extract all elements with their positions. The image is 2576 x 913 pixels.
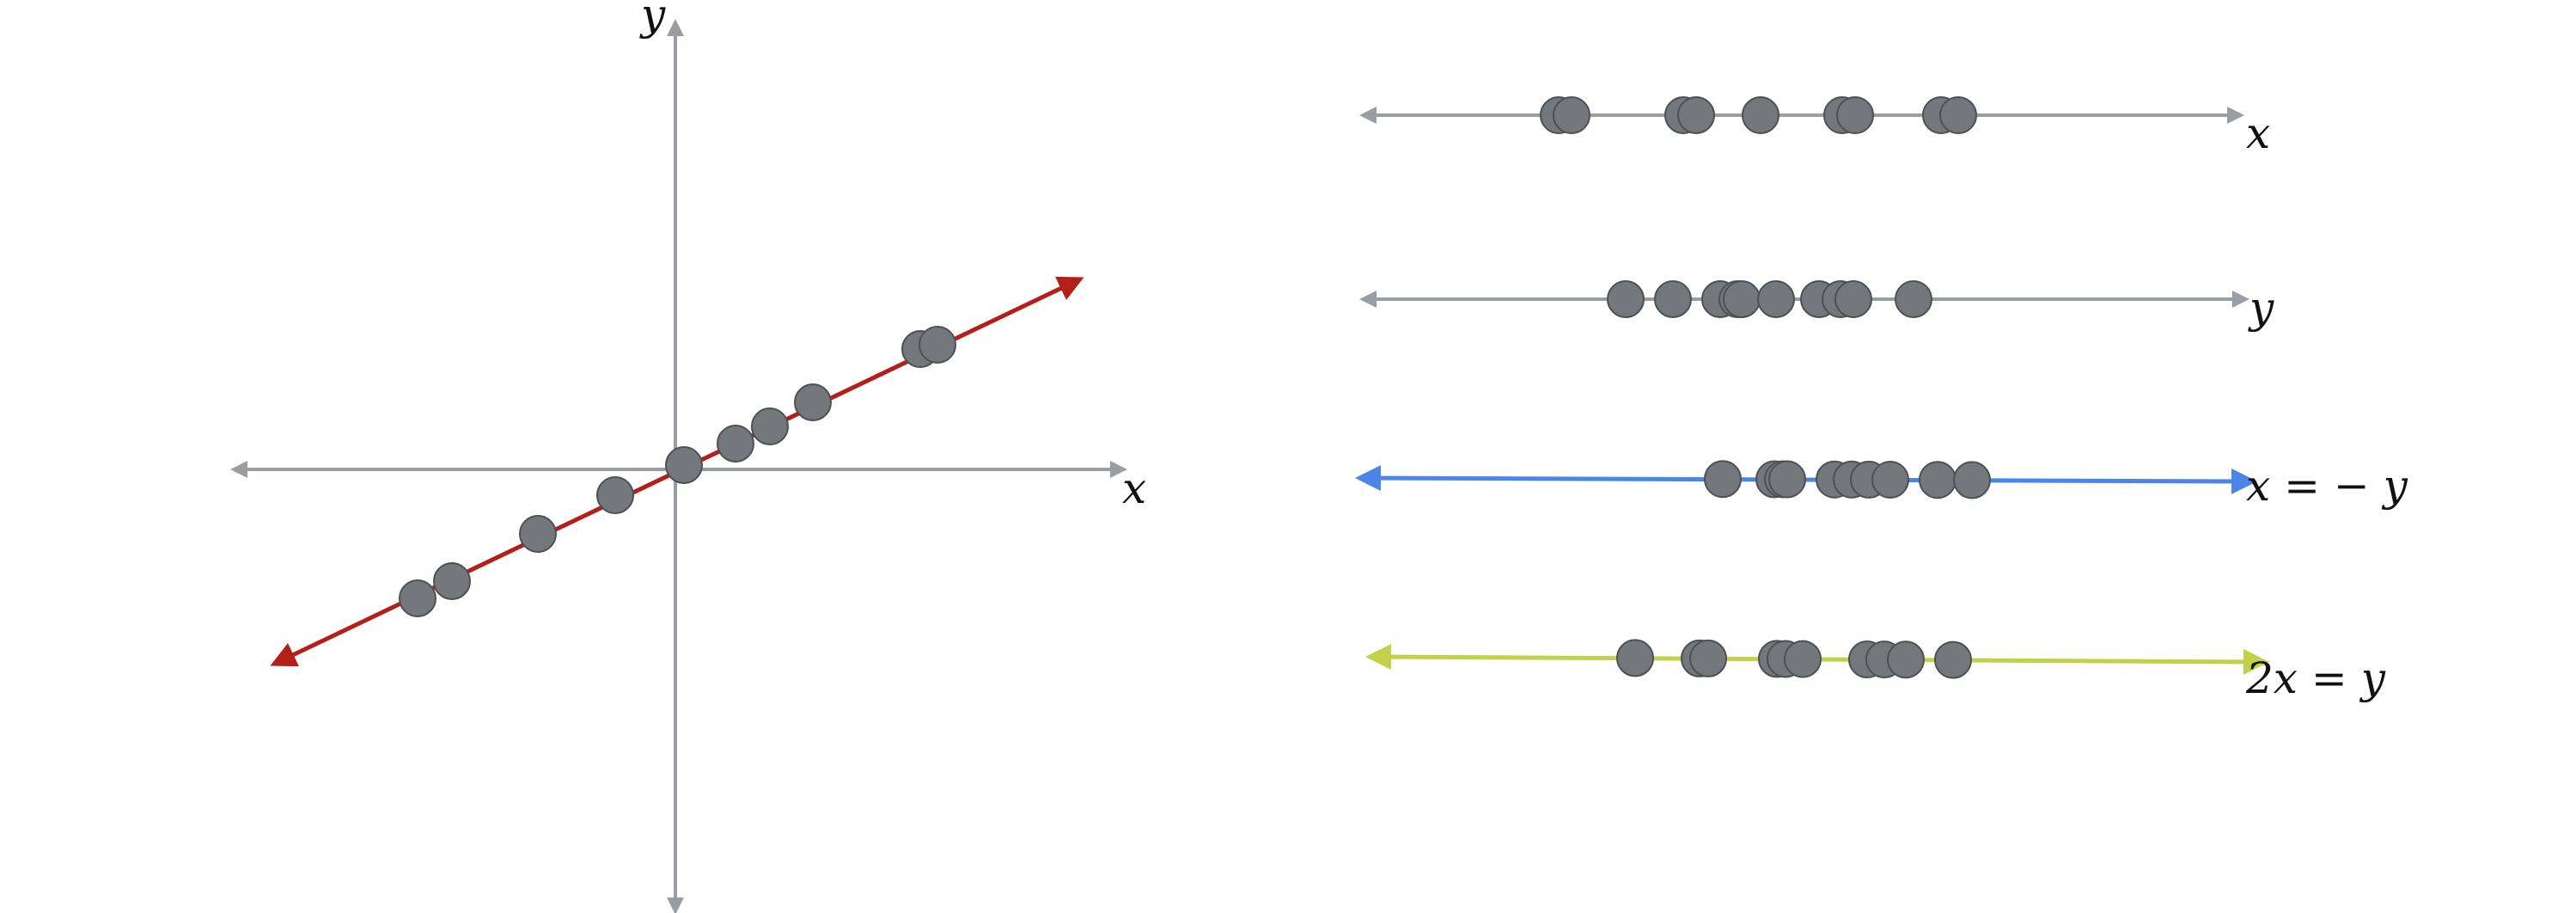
- projection-point: [1895, 280, 1932, 318]
- projection-point: [1768, 460, 1806, 499]
- projection-point: [1654, 280, 1692, 318]
- projection-points-2x: [1616, 639, 1972, 679]
- projection-point: [1704, 460, 1742, 499]
- projection-label-2x: 2x = y: [2245, 653, 2386, 703]
- scatter-point: [596, 476, 634, 514]
- scatter-x-label: x: [1122, 463, 1146, 513]
- projection-label-y: y: [2248, 283, 2274, 333]
- scatter-point: [433, 562, 471, 600]
- scatter-point: [794, 383, 832, 421]
- projection-label-x: x: [2246, 108, 2270, 158]
- projection-point: [1784, 640, 1822, 678]
- projection-point: [1953, 461, 1991, 499]
- projection-point: [1757, 280, 1795, 318]
- projection-point: [1607, 280, 1645, 318]
- projection-point: [1553, 96, 1590, 134]
- scatter-panel: x y: [230, 0, 1146, 913]
- scatter-point: [519, 515, 557, 553]
- projection-point: [1939, 96, 1977, 134]
- projection-point: [1616, 639, 1654, 677]
- scatter-point: [919, 326, 956, 364]
- scatter-point: [665, 446, 703, 484]
- projection-row-y: y: [1359, 280, 2274, 333]
- projection-point: [1919, 461, 1956, 499]
- projection-point: [1934, 640, 1972, 679]
- projection-row-x: x: [1359, 96, 2270, 158]
- projection-row-neg: x = − y: [1355, 460, 2408, 511]
- projection-point: [1689, 639, 1727, 677]
- scatter-y-label: y: [639, 0, 666, 40]
- scatter-point: [717, 425, 754, 463]
- projection-points-y: [1607, 280, 1932, 318]
- projection-axis-neg: [1355, 465, 2257, 494]
- projection-point: [1834, 280, 1872, 318]
- projection-point: [1871, 461, 1909, 499]
- scatter-point: [751, 407, 789, 445]
- scatter-point: [399, 579, 436, 617]
- projection-points-neg: [1704, 460, 1991, 499]
- projection-point: [1723, 280, 1761, 318]
- projection-point: [1887, 640, 1925, 679]
- projection-point: [1742, 96, 1779, 134]
- projection-point: [1836, 96, 1874, 134]
- projection-panel: x y x = − y 2x = y: [1355, 96, 2408, 703]
- projection-row-2x: 2x = y: [1365, 639, 2386, 703]
- projection-points-x: [1540, 96, 1977, 134]
- projection-label-neg: x = − y: [2246, 461, 2408, 511]
- scatter-points: [399, 326, 956, 617]
- projection-point: [1677, 96, 1715, 134]
